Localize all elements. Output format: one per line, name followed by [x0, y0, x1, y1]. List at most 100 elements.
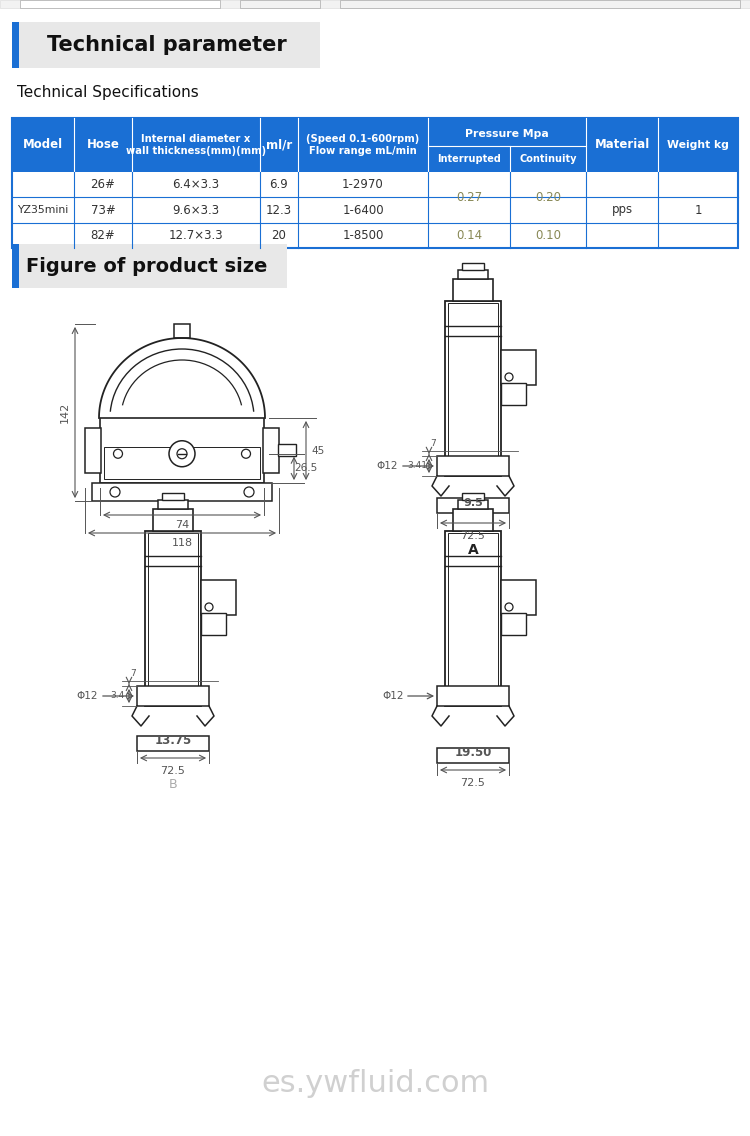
Bar: [12, 118, 738, 172]
Bar: [85, 428, 101, 473]
Bar: [437, 747, 509, 763]
Circle shape: [505, 373, 513, 381]
Bar: [12, 244, 19, 289]
Circle shape: [205, 603, 213, 611]
Circle shape: [244, 487, 254, 498]
Circle shape: [242, 449, 250, 458]
Bar: [20, 0, 220, 8]
Text: Internal diameter x
wall thickness(mm)(mm): Internal diameter x wall thickness(mm)(m…: [126, 134, 266, 156]
Text: 20: 20: [272, 228, 286, 242]
Bar: [462, 493, 484, 500]
Text: Φ12: Φ12: [382, 691, 404, 701]
Text: Model: Model: [23, 139, 63, 151]
Text: 74: 74: [175, 520, 189, 531]
Text: ml/r: ml/r: [266, 139, 292, 151]
Bar: [162, 493, 184, 500]
Text: Interrupted: Interrupted: [437, 154, 501, 164]
Bar: [437, 498, 509, 513]
Circle shape: [110, 487, 120, 498]
Bar: [501, 383, 526, 406]
Bar: [12, 22, 19, 68]
Bar: [174, 324, 190, 339]
Text: A: A: [468, 543, 478, 557]
Bar: [92, 483, 272, 501]
Text: 1: 1: [694, 203, 702, 217]
Bar: [448, 533, 498, 704]
Text: 6.9: 6.9: [270, 178, 288, 191]
Bar: [448, 303, 498, 474]
Bar: [445, 531, 501, 705]
Text: 1-8500: 1-8500: [342, 228, 384, 242]
Text: es.ywfluid.com: es.ywfluid.com: [261, 1069, 489, 1099]
Text: 118: 118: [172, 538, 193, 548]
Bar: [278, 444, 296, 456]
Text: 12.7×3.3: 12.7×3.3: [169, 228, 224, 242]
Bar: [240, 0, 320, 8]
Circle shape: [169, 441, 195, 467]
Text: 0.14: 0.14: [456, 228, 482, 242]
Text: 142: 142: [60, 402, 70, 423]
Bar: [12, 118, 738, 248]
Text: 19.50: 19.50: [454, 746, 492, 760]
Bar: [453, 279, 493, 301]
Text: 72.5: 72.5: [160, 766, 185, 776]
Text: 9.5: 9.5: [463, 498, 483, 508]
Bar: [501, 350, 536, 385]
Bar: [104, 446, 260, 479]
Text: 12.3: 12.3: [266, 203, 292, 217]
Text: 26#: 26#: [91, 178, 116, 191]
Bar: [501, 613, 526, 635]
Bar: [153, 509, 193, 531]
Bar: [12, 244, 287, 289]
Text: Continuity: Continuity: [519, 154, 577, 164]
Bar: [458, 270, 488, 279]
Circle shape: [113, 449, 122, 458]
Text: 1-6400: 1-6400: [342, 203, 384, 217]
Text: 26.5: 26.5: [294, 463, 318, 474]
Text: 82#: 82#: [91, 228, 116, 242]
Bar: [137, 736, 209, 751]
Text: Technical parameter: Technical parameter: [47, 35, 286, 55]
Bar: [201, 580, 236, 615]
Text: 0.20: 0.20: [535, 191, 561, 203]
Bar: [437, 686, 509, 705]
Text: 6.4×3.3: 6.4×3.3: [172, 178, 220, 191]
Text: Pressure Mpa: Pressure Mpa: [465, 130, 549, 139]
Bar: [263, 428, 279, 473]
Bar: [453, 509, 493, 531]
Bar: [445, 301, 501, 476]
Text: Φ12: Φ12: [76, 691, 98, 701]
Text: Technical Specifications: Technical Specifications: [17, 85, 199, 100]
Bar: [201, 613, 226, 635]
Bar: [501, 580, 536, 615]
Circle shape: [177, 449, 187, 459]
Text: (Speed 0.1-600rpm)
Flow range mL/min: (Speed 0.1-600rpm) Flow range mL/min: [306, 134, 420, 156]
Bar: [458, 500, 488, 509]
Text: 72.5: 72.5: [460, 531, 485, 541]
Text: B: B: [169, 778, 177, 792]
Bar: [145, 531, 201, 705]
Bar: [158, 500, 188, 509]
Circle shape: [505, 603, 513, 611]
Bar: [0, 0, 750, 8]
Text: pps: pps: [611, 203, 632, 217]
Text: Figure of product size: Figure of product size: [26, 257, 268, 276]
Bar: [437, 456, 509, 476]
Text: 3.4: 3.4: [110, 692, 125, 701]
Text: 45: 45: [311, 445, 325, 456]
Text: 73#: 73#: [91, 203, 116, 217]
Text: 9.6×3.3: 9.6×3.3: [172, 203, 220, 217]
Bar: [137, 686, 209, 705]
Text: Hose: Hose: [86, 139, 119, 151]
Bar: [148, 533, 198, 704]
Text: Φ12: Φ12: [376, 461, 398, 471]
Text: 1-2970: 1-2970: [342, 178, 384, 191]
Bar: [12, 22, 320, 68]
Bar: [340, 0, 740, 8]
Bar: [462, 264, 484, 270]
Text: 0.10: 0.10: [535, 228, 561, 242]
Text: 13.75: 13.75: [154, 735, 192, 747]
Bar: [100, 418, 264, 483]
Text: Weight kg: Weight kg: [667, 140, 729, 150]
Text: YZ35mini: YZ35mini: [17, 204, 69, 215]
